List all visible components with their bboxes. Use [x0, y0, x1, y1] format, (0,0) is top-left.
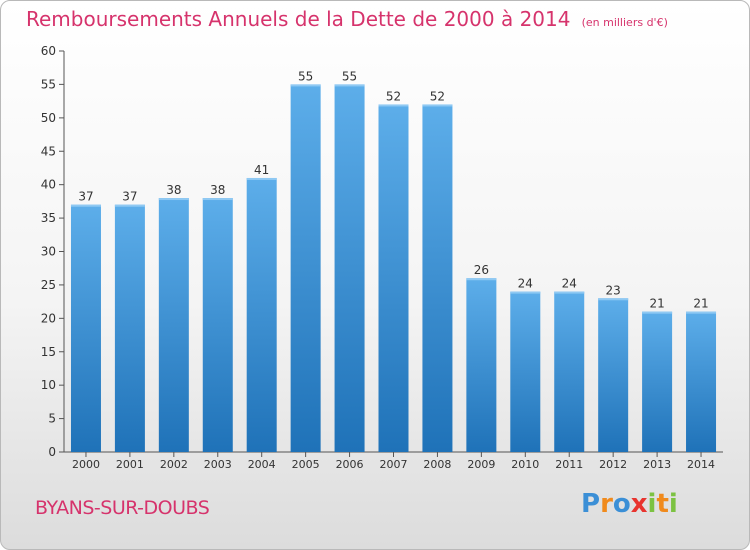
- proxiti-logo: Proxiti: [581, 489, 678, 519]
- data-label: 37: [78, 190, 93, 204]
- logo-letter: o: [612, 489, 631, 519]
- bar-highlight: [334, 84, 365, 87]
- y-tick-label: 5: [48, 412, 56, 426]
- bar-highlight: [554, 291, 585, 294]
- y-tick-label: 45: [41, 144, 56, 158]
- logo-letter: P: [581, 489, 601, 519]
- y-tick-label: 60: [41, 44, 56, 58]
- bar: [422, 104, 453, 452]
- bar: [554, 291, 585, 452]
- x-tick-label: 2011: [555, 458, 583, 471]
- x-tick-label: 2010: [511, 458, 539, 471]
- bar-highlight: [158, 198, 189, 201]
- data-label: 38: [210, 183, 225, 197]
- data-label: 21: [693, 297, 708, 311]
- data-label: 24: [518, 277, 533, 291]
- bar-highlight: [290, 84, 321, 87]
- y-tick-label: 0: [48, 445, 56, 459]
- bar: [466, 278, 497, 452]
- bar-highlight: [598, 298, 629, 301]
- x-tick-label: 2007: [380, 458, 408, 471]
- x-tick-label: 2004: [248, 458, 276, 471]
- data-label: 55: [298, 69, 313, 83]
- bar: [158, 198, 189, 452]
- x-tick-label: 2008: [423, 458, 451, 471]
- data-label: 26: [474, 263, 489, 277]
- bar: [378, 104, 409, 452]
- bar-highlight: [202, 198, 233, 201]
- logo-letter: x: [630, 489, 648, 519]
- logo-letter: i: [668, 489, 678, 519]
- bar: [290, 84, 321, 453]
- y-tick-label: 25: [41, 278, 56, 292]
- x-tick-label: 2009: [467, 458, 495, 471]
- y-tick-label: 20: [41, 311, 56, 325]
- data-label: 38: [166, 183, 181, 197]
- bar-highlight: [510, 291, 541, 294]
- y-tick-label: 40: [41, 178, 56, 192]
- logo-letter: t: [656, 489, 669, 519]
- data-label: 21: [649, 297, 664, 311]
- x-tick-label: 2003: [204, 458, 232, 471]
- chart-title: Remboursements Annuels de la Dette de 20…: [26, 7, 571, 31]
- data-label: 23: [606, 283, 621, 297]
- data-label: 52: [430, 89, 445, 103]
- logo-letter: r: [600, 489, 613, 519]
- bar: [114, 204, 145, 452]
- data-label: 41: [254, 163, 269, 177]
- data-label: 24: [562, 277, 577, 291]
- bar: [598, 298, 629, 452]
- bar-highlight: [70, 204, 101, 207]
- bar-highlight: [422, 104, 453, 107]
- y-tick-label: 35: [41, 211, 56, 225]
- bar: [246, 177, 277, 452]
- bar-highlight: [246, 177, 277, 180]
- y-tick-label: 15: [41, 345, 56, 359]
- x-tick-label: 2006: [336, 458, 364, 471]
- bar: [202, 198, 233, 452]
- bar: [686, 311, 717, 452]
- bar-highlight: [378, 104, 409, 107]
- x-tick-label: 2000: [72, 458, 100, 471]
- bar-highlight: [114, 204, 145, 207]
- y-tick-label: 30: [41, 245, 56, 259]
- x-tick-label: 2014: [687, 458, 715, 471]
- commune-name: BYANS-SUR-DOUBS: [35, 497, 210, 519]
- bar-highlight: [686, 311, 717, 314]
- bar-highlight: [466, 278, 497, 281]
- data-label: 37: [122, 190, 137, 204]
- bar: [70, 204, 101, 452]
- logo-letter: i: [647, 489, 657, 519]
- x-tick-label: 2012: [599, 458, 627, 471]
- x-tick-label: 2013: [643, 458, 671, 471]
- y-tick-label: 55: [41, 77, 56, 91]
- x-tick-label: 2001: [116, 458, 144, 471]
- bar: [510, 291, 541, 452]
- bar: [334, 84, 365, 453]
- x-tick-label: 2005: [292, 458, 320, 471]
- chart-subtitle: (en milliers d'€): [581, 16, 668, 29]
- chart-title-row: Remboursements Annuels de la Dette de 20…: [26, 7, 668, 31]
- x-tick-label: 2002: [160, 458, 188, 471]
- y-tick-label: 50: [41, 111, 56, 125]
- data-label: 55: [342, 69, 357, 83]
- y-tick-label: 10: [41, 378, 56, 392]
- data-label: 52: [386, 89, 401, 103]
- bar: [642, 311, 673, 452]
- bar-highlight: [642, 311, 673, 314]
